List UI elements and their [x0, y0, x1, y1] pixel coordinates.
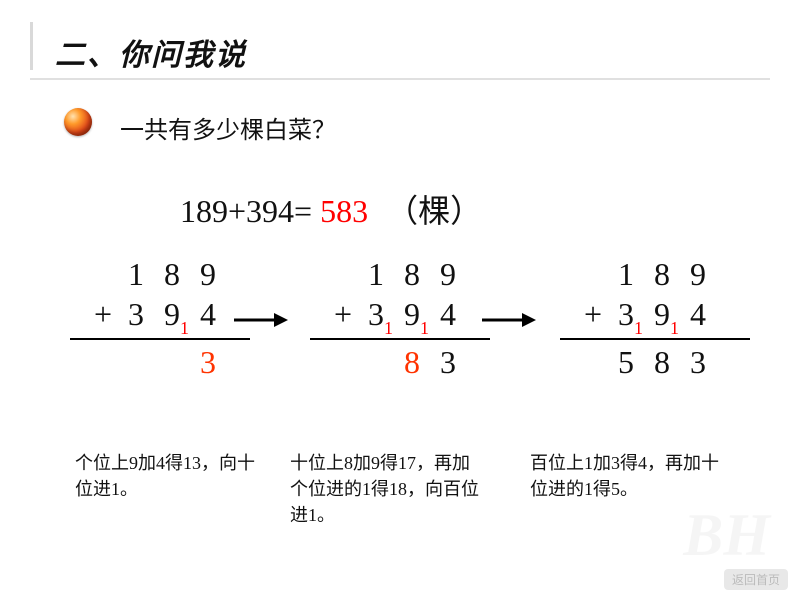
addend-top: 189	[290, 256, 500, 296]
explain-step-2: 十位上8加9得17，再加个位进的1得18，向百位进1。	[290, 450, 480, 528]
addend-bottom: +39411	[290, 296, 500, 336]
calc-step-1: 189+3941 3	[50, 256, 260, 384]
question-text: 一共有多少棵白菜？	[120, 110, 336, 145]
back-home-button[interactable]: 返回首页	[724, 569, 788, 590]
addend-bottom: +3941	[50, 296, 260, 336]
sum-rule	[560, 338, 750, 340]
calc-step-2: 189+39411 83	[290, 256, 500, 384]
equation: 189+394= 583 （棵）	[180, 186, 482, 232]
explain-step-1: 个位上9加4得13，向十位进1。	[75, 450, 265, 502]
watermark: BH	[683, 501, 770, 570]
carry-digit: 1	[420, 318, 429, 339]
calc-step-3: 189+39411583	[540, 256, 750, 384]
partial-result: 3	[50, 344, 260, 384]
sum-rule	[70, 338, 250, 340]
partial-result: 583	[540, 344, 750, 384]
arrow-icon	[480, 310, 536, 330]
carry-digit: 1	[634, 318, 643, 339]
sum-rule	[310, 338, 490, 340]
title-vertical-rule	[30, 22, 33, 70]
explain-step-3: 百位上1加3得4，再加十位进的1得5。	[530, 450, 720, 502]
arrow-icon	[232, 310, 288, 330]
carry-digit: 1	[670, 318, 679, 339]
calculation-row: 189+3941 3 189+39411 83 189+39411583	[0, 256, 800, 456]
equation-lhs: 189+394=	[180, 193, 312, 229]
addend-top: 189	[540, 256, 750, 296]
title-underline	[30, 78, 770, 80]
carry-digit: 1	[180, 318, 189, 339]
bullet-sphere-icon	[64, 108, 92, 136]
partial-result: 83	[290, 344, 500, 384]
carry-digit: 1	[384, 318, 393, 339]
section-title: 二、你问我说	[55, 30, 247, 74]
equation-answer: 583	[320, 193, 368, 229]
equation-unit: （棵）	[386, 193, 482, 229]
addend-bottom: +39411	[540, 296, 750, 336]
addend-top: 189	[50, 256, 260, 296]
